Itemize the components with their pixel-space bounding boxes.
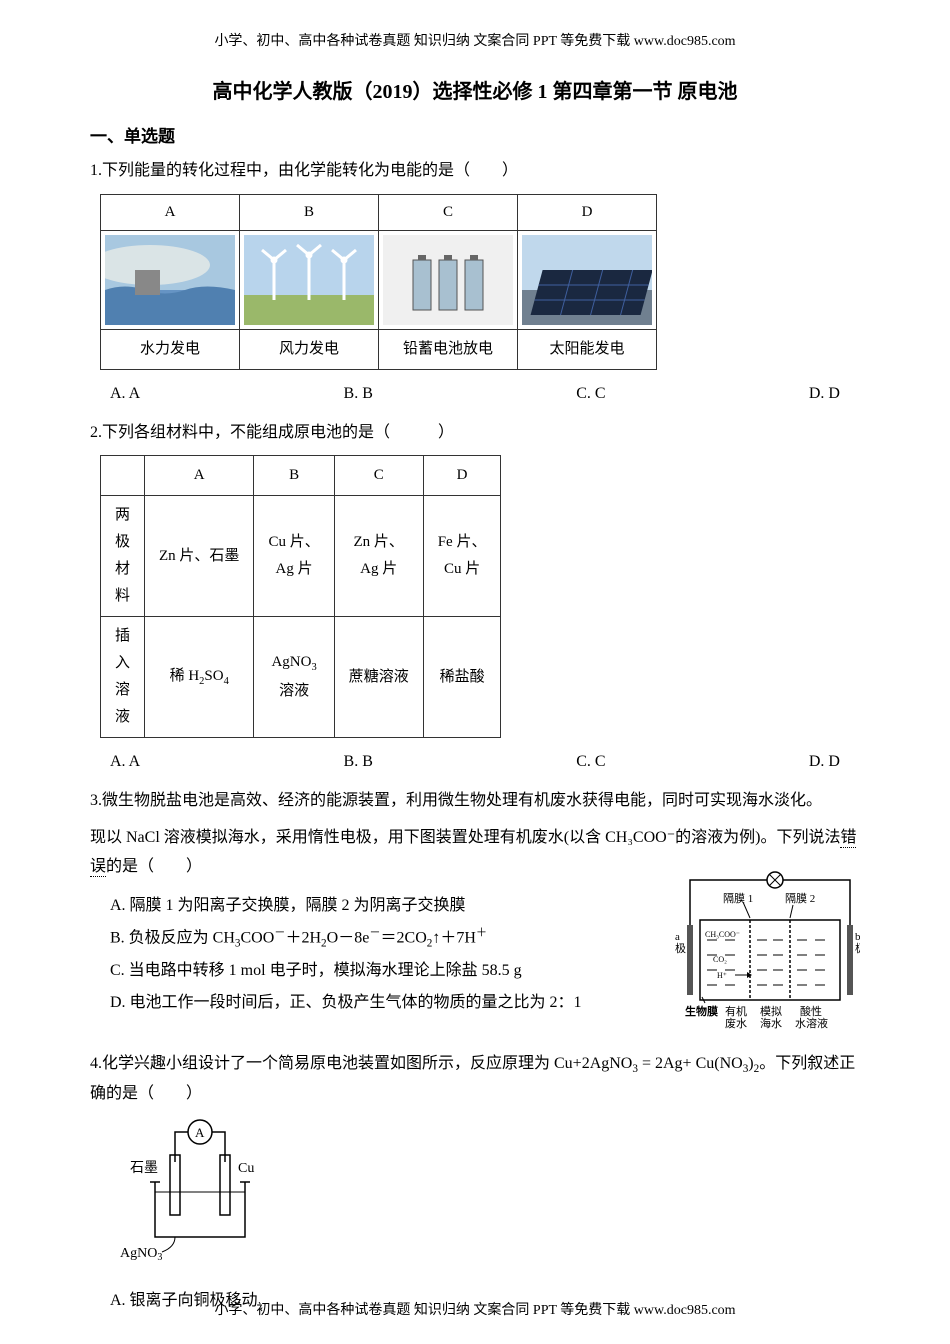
q1-img-b — [240, 230, 379, 329]
svg-text:有机: 有机 — [725, 1004, 747, 1018]
q2-col-b: B — [254, 456, 334, 496]
q2-opt-b: B. B — [344, 748, 373, 777]
q1-opt-b: B. B — [344, 380, 373, 409]
q3-figure: 隔膜 1 隔膜 2 a 极 b 极 CH₃COO⁻ CO₂ H⁺ 生物膜 有机 … — [675, 870, 860, 1041]
q2-r2-c: 蔗糖溶液 — [334, 617, 423, 738]
q1-opt-a: A. A — [110, 380, 140, 409]
q1-img-c — [379, 230, 518, 329]
svg-text:AgNO3: AgNO3 — [120, 1246, 162, 1263]
page-footer: 小学、初中、高中各种试卷真题 知识归纳 文案合同 PPT 等免费下载 www.d… — [0, 1299, 950, 1319]
q1-label-d: 太阳能发电 — [518, 329, 657, 369]
q3-fig-m1: 隔膜 1 — [723, 892, 753, 905]
q2-corner — [101, 456, 145, 496]
q1-label-a: 水力发电 — [101, 329, 240, 369]
svg-text:废水: 废水 — [725, 1016, 747, 1030]
q2-r2-b: AgNO3溶液 — [254, 617, 334, 738]
svg-text:CH₃COO⁻: CH₃COO⁻ — [705, 930, 740, 939]
windpower-icon — [244, 235, 374, 325]
section-heading: 一、单选题 — [90, 122, 860, 147]
solar-icon — [522, 235, 652, 325]
q3-text2-pre: 现以 NaCl 溶液模拟海水，采用惰性电极，用下图装置处理有机废水(以含 CH₃… — [90, 829, 840, 846]
q2-col-d: D — [423, 456, 501, 496]
question-1: 1.下列能量的转化过程中，由化学能转化为电能的是（ ） A B C D — [90, 157, 860, 409]
q2-opt-a: A. A — [110, 748, 140, 777]
document-title: 高中化学人教版（2019）选择性必修 1 第四章第一节 原电池 — [90, 75, 860, 104]
q3-fig-m2: 隔膜 2 — [785, 892, 815, 905]
q1-label-c: 铅蓄电池放电 — [379, 329, 518, 369]
svg-text:b: b — [855, 931, 860, 943]
q4-fig-graphite: 石墨 — [130, 1161, 158, 1176]
q2-r1-c: Zn 片、Ag 片 — [334, 496, 423, 617]
q2-r2-d: 稀盐酸 — [423, 617, 501, 738]
question-3: 3.微生物脱盐电池是高效、经济的能源装置，利用微生物处理有机废水获得电能，同时可… — [90, 787, 860, 1040]
q2-r2-a: 稀 H2SO4 — [145, 617, 254, 738]
svg-text:水溶液: 水溶液 — [795, 1016, 828, 1030]
q2-r1-a: Zn 片、石墨 — [145, 496, 254, 617]
q2-row2-label: 插入溶液 — [101, 617, 145, 738]
q2-row1-label: 两极材料 — [101, 496, 145, 617]
page-header: 小学、初中、高中各种试卷真题 知识归纳 文案合同 PPT 等免费下载 www.d… — [90, 30, 860, 50]
q3-text2-post: 的是（ ） — [106, 858, 202, 875]
q3-text1: 3.微生物脱盐电池是高效、经济的能源装置，利用微生物处理有机废水获得电能，同时可… — [90, 787, 860, 816]
q1-label-b: 风力发电 — [240, 329, 379, 369]
svg-text:海水: 海水 — [760, 1016, 782, 1030]
svg-text:酸性: 酸性 — [800, 1004, 822, 1018]
q2-table: A B C D 两极材料 Zn 片、石墨 Cu 片、Ag 片 Zn 片、Ag 片… — [100, 455, 501, 738]
q1-opt-c: C. C — [576, 380, 605, 409]
q2-options: A. A B. B C. C D. D — [90, 748, 860, 777]
q1-text: 1.下列能量的转化过程中，由化学能转化为电能的是（ ） — [90, 157, 860, 186]
q1-th-b: B — [240, 194, 379, 230]
desalination-cell-icon: 隔膜 1 隔膜 2 a 极 b 极 CH₃COO⁻ CO₂ H⁺ 生物膜 有机 … — [675, 870, 860, 1030]
svg-text:模拟: 模拟 — [760, 1004, 782, 1018]
q1-table: A B C D — [100, 194, 657, 370]
q2-r1-d: Fe 片、Cu 片 — [423, 496, 501, 617]
q1-th-a: A — [101, 194, 240, 230]
battery-icon — [383, 235, 513, 325]
galvanic-cell-icon: A 石墨 Cu AgNO3 — [120, 1117, 280, 1267]
q4-figure: A 石墨 Cu AgNO3 — [120, 1117, 860, 1278]
hydropower-icon — [105, 235, 235, 325]
q2-opt-d: D. D — [809, 748, 840, 777]
question-2: 2.下列各组材料中，不能组成原电池的是（ ） A B C D 两极材料 Zn 片… — [90, 419, 860, 778]
q2-col-a: A — [145, 456, 254, 496]
q1-th-d: D — [518, 194, 657, 230]
q1-img-a — [101, 230, 240, 329]
svg-text:H⁺: H⁺ — [717, 971, 727, 980]
q2-text: 2.下列各组材料中，不能组成原电池的是（ ） — [90, 419, 860, 448]
q1-th-c: C — [379, 194, 518, 230]
q2-opt-c: C. C — [576, 748, 605, 777]
svg-text:CO₂: CO₂ — [713, 955, 727, 964]
q4-fig-a: A — [195, 1125, 205, 1140]
svg-text:生物膜: 生物膜 — [685, 1004, 718, 1018]
q1-img-d — [518, 230, 657, 329]
q1-options: A. A B. B C. C D. D — [90, 380, 860, 409]
q4-text: 4.化学兴趣小组设计了一个简易原电池装置如图所示，反应原理为 Cu+2AgNO3… — [90, 1050, 860, 1108]
question-4: 4.化学兴趣小组设计了一个简易原电池装置如图所示，反应原理为 Cu+2AgNO3… — [90, 1050, 860, 1317]
q2-col-c: C — [334, 456, 423, 496]
svg-text:极: 极 — [855, 941, 860, 955]
q2-r1-b: Cu 片、Ag 片 — [254, 496, 334, 617]
q4-fig-cu: Cu — [238, 1161, 254, 1176]
q1-opt-d: D. D — [809, 380, 840, 409]
svg-text:a: a — [675, 931, 680, 943]
svg-text:极: 极 — [675, 941, 686, 955]
